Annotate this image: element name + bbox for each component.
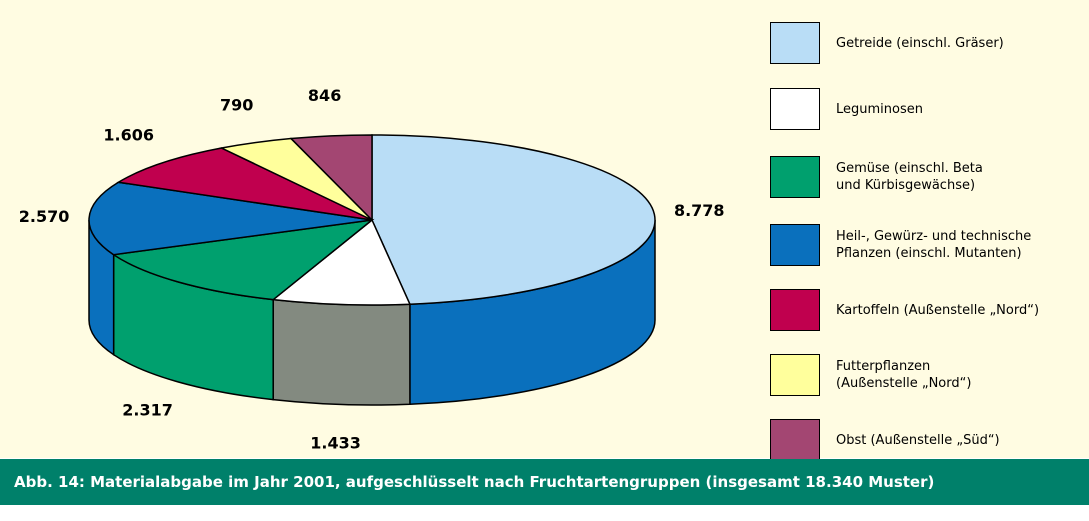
legend-label: Kartoffeln (Außenstelle „Nord“) — [836, 302, 1040, 318]
legend-label: Leguminosen — [836, 101, 923, 117]
data-label: 790 — [220, 96, 253, 115]
legend-swatch — [770, 22, 820, 64]
data-label: 1.433 — [310, 434, 361, 453]
legend-item: Obst (Außenstelle „Süd“) — [770, 419, 1076, 461]
slice-top — [271, 218, 412, 306]
slice-top — [116, 147, 373, 221]
legend-item: Kartoffeln (Außenstelle „Nord“) — [770, 289, 1076, 331]
legend-swatch — [770, 354, 820, 396]
slice-top — [289, 134, 373, 222]
legend-label: Getreide (einschl. Gräser) — [836, 35, 1004, 51]
slice-top — [88, 181, 373, 256]
data-label: 2.570 — [19, 207, 70, 226]
legend-item: Getreide (einschl. Gräser) — [770, 22, 1076, 64]
legend-item: Gemüse (einschl. Beta und Kürbisgewächse… — [770, 156, 986, 198]
data-label: 1.606 — [103, 126, 154, 145]
data-label: 8.778 — [674, 201, 725, 220]
data-label: 846 — [308, 86, 341, 105]
legend-swatch — [770, 88, 820, 130]
slice-side — [272, 298, 411, 406]
data-label: 2.317 — [122, 401, 173, 420]
legend-item: Futterpflanzen (Außenstelle „Nord“) — [770, 354, 986, 396]
legend-label: Gemüse (einschl. Beta und Kürbisgewächse… — [836, 161, 983, 193]
legend-swatch — [770, 419, 820, 461]
chart: 8.778 1.433 2.317 2.570 1.606 790 846 — [19, 86, 725, 453]
legend-item: Leguminosen — [770, 88, 1076, 130]
legend-swatch — [770, 156, 820, 198]
legend-label: Heil-, Gewürz- und technische Pflanzen (… — [836, 229, 1032, 261]
legend-label: Obst (Außenstelle „Süd“) — [836, 432, 1000, 448]
legend-item: Heil-, Gewürz- und technische Pflanzen (… — [770, 224, 1076, 266]
legend-swatch — [770, 224, 820, 266]
legend-label: Futterpflanzen (Außenstelle „Nord“) — [836, 359, 972, 391]
slice-top — [111, 218, 375, 301]
legend-swatch — [770, 289, 820, 331]
caption: Abb. 14: Materialabgabe im Jahr 2001, au… — [0, 459, 1089, 505]
slice-top — [371, 134, 656, 306]
